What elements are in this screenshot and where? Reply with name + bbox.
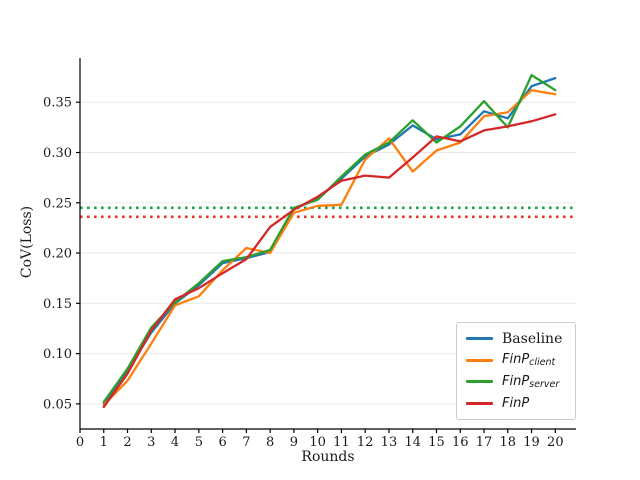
svg-text:11: 11 (333, 435, 350, 450)
legend-label-baseline: Baseline (502, 330, 563, 347)
svg-text:0.15: 0.15 (43, 297, 72, 312)
svg-text:9: 9 (290, 435, 298, 450)
svg-text:0.20: 0.20 (43, 247, 72, 262)
svg-text:6: 6 (218, 435, 226, 450)
svg-text:5: 5 (195, 435, 203, 450)
svg-text:0.25: 0.25 (43, 196, 72, 211)
legend-label-finp-server: FinPserver (502, 373, 560, 390)
legend-label-finp-client: FinPclient (502, 352, 556, 369)
x-axis-label: Rounds (301, 449, 355, 465)
svg-text:0.35: 0.35 (43, 96, 72, 111)
svg-text:17: 17 (476, 435, 493, 450)
legend-item-finp-server: FinPserver (466, 371, 567, 393)
legend-swatch-baseline (466, 337, 493, 341)
svg-text:1: 1 (100, 435, 108, 450)
svg-text:0.10: 0.10 (43, 347, 72, 362)
svg-text:20: 20 (547, 435, 564, 450)
svg-text:18: 18 (500, 435, 517, 450)
svg-text:16: 16 (452, 435, 469, 450)
y-axis-label: CoV(Loss) (19, 205, 35, 279)
svg-text:7: 7 (242, 435, 250, 450)
legend: Baseline FinPclient FinPserver FinP (456, 322, 576, 420)
svg-text:0.05: 0.05 (43, 397, 72, 412)
svg-text:14: 14 (404, 435, 421, 450)
svg-text:19: 19 (523, 435, 540, 450)
svg-text:12: 12 (357, 435, 374, 450)
series-finp (102, 113, 557, 409)
svg-text:13: 13 (381, 435, 398, 450)
axes-spines (79, 58, 576, 430)
svg-text:2: 2 (123, 435, 131, 450)
legend-swatch-finp (466, 401, 493, 405)
svg-text:0.30: 0.30 (43, 146, 72, 161)
legend-swatch-finp-client (466, 358, 493, 362)
svg-text:15: 15 (428, 435, 445, 450)
series-finp_client (102, 89, 557, 407)
reference-lines (80, 206, 576, 219)
legend-item-finp: FinP (466, 393, 567, 415)
svg-text:10: 10 (309, 435, 326, 450)
svg-text:8: 8 (266, 435, 274, 450)
legend-item-baseline: Baseline (466, 328, 567, 350)
legend-swatch-finp-server (466, 380, 493, 384)
gridlines (80, 101, 576, 405)
x-axis-ticks: 0 1 2 3 4 5 6 7 8 9 10 11 12 13 14 15 16 17 18 19 20 (76, 429, 564, 450)
svg-text:0: 0 (76, 435, 84, 450)
svg-text:3: 3 (147, 435, 155, 450)
legend-item-finp-client: FinPclient (466, 350, 567, 372)
y-axis-ticks: 0.05 0.10 0.15 0.20 0.25 0.30 0.35 (43, 96, 80, 412)
legend-label-finp: FinP (502, 395, 530, 411)
svg-text:4: 4 (171, 435, 179, 450)
